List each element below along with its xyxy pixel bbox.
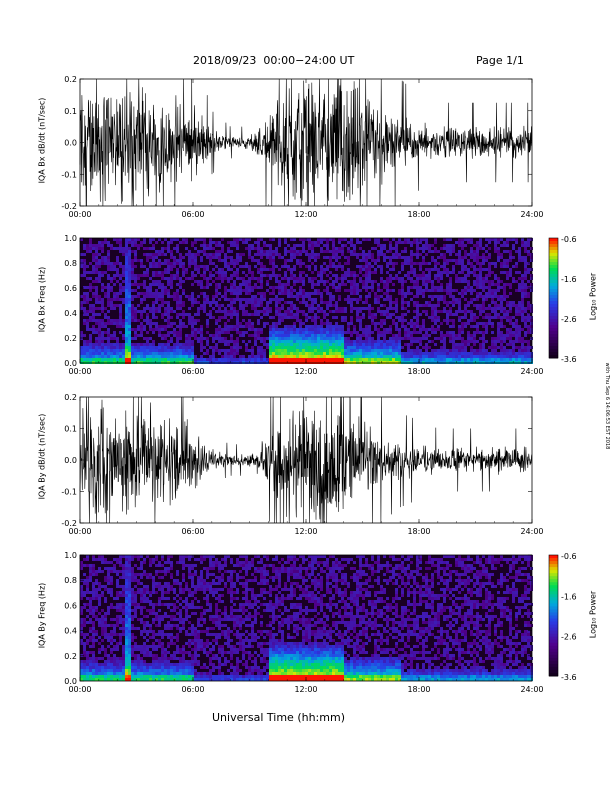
colorbar-tick-label: -2.6	[561, 633, 577, 642]
y-tick-label: 1.0	[64, 234, 77, 243]
colorbar-tick-label: -1.6	[561, 592, 577, 601]
x-tick-label: 24:00	[520, 367, 543, 376]
y-tick-label: 0.2	[64, 393, 77, 402]
panel1-ylabel: IQA Bx dB/dt (nT/sec)	[37, 97, 47, 184]
panel2-ylabel: IQA Bx Freq (Hz)	[37, 266, 47, 333]
y-tick-label: 0.0	[64, 456, 77, 465]
x-tick-label: 24:00	[520, 527, 543, 536]
y-tick-label: -0.1	[61, 488, 77, 497]
y-tick-label: 0.2	[64, 75, 77, 84]
x-tick-label: 12:00	[294, 527, 317, 536]
y-tick-label: 0.1	[64, 425, 77, 434]
x-tick-label: 06:00	[181, 210, 204, 219]
colorbar-tick-label: -0.6	[561, 235, 577, 244]
y-tick-label: 0.8	[64, 259, 77, 268]
x-tick-label: 18:00	[407, 210, 430, 219]
x-tick-label: 18:00	[407, 367, 430, 376]
time-range: 00:00−24:00 UT	[263, 54, 355, 67]
x-tick-label: 12:00	[294, 367, 317, 376]
x-tick-label: 12:00	[294, 210, 317, 219]
colorbar2-label: Log₁₀ Power	[588, 590, 598, 639]
y-tick-label: 0.1	[64, 107, 77, 116]
y-tick-label: 0.2	[64, 334, 77, 343]
date-title: 2018/09/23 00:00−24:00 UT	[193, 54, 355, 67]
x-tick-label: 06:00	[181, 685, 204, 694]
colorbar-tick-label: -2.6	[561, 315, 577, 324]
x-tick-label: 18:00	[407, 527, 430, 536]
panel3-waveform	[79, 396, 532, 524]
y-tick-label: 0.4	[64, 627, 77, 636]
y-tick-label: -0.2	[61, 202, 77, 211]
y-tick-label: 0.0	[64, 359, 77, 368]
y-tick-label: 0.0	[64, 677, 77, 686]
x-tick-label: 00:00	[68, 210, 91, 219]
y-tick-label: 1.0	[64, 551, 77, 560]
y-tick-label: -0.2	[61, 519, 77, 528]
x-tick-label: 00:00	[68, 367, 91, 376]
x-tick-label: 00:00	[68, 527, 91, 536]
panel4-ylabel: IQA By Freq (Hz)	[37, 582, 47, 649]
x-tick-label: 06:00	[181, 367, 204, 376]
x-tick-label: 06:00	[181, 527, 204, 536]
colorbar-tick-label: -0.6	[561, 552, 577, 561]
colorbar1	[549, 238, 558, 359]
y-tick-label: 0.6	[64, 601, 77, 610]
colorbar2	[549, 555, 558, 677]
colorbar-tick-label: -1.6	[561, 275, 577, 284]
side-note: with Thu Sep 6 14:06:53 EST 2018	[604, 362, 610, 450]
y-tick-label: 0.0	[64, 139, 77, 148]
colorbar-tick-label: -3.6	[561, 355, 577, 364]
panel2-heatmap	[80, 238, 533, 364]
page-indicator: Page 1/1	[476, 54, 524, 67]
x-axis-label: Universal Time (hh:mm)	[212, 711, 345, 724]
y-tick-label: 0.2	[64, 652, 77, 661]
panel4-heatmap	[80, 555, 533, 681]
panel1-waveform	[79, 78, 532, 207]
x-tick-label: 12:00	[294, 685, 317, 694]
colorbar-frame	[548, 237, 559, 359]
y-tick-label: 0.8	[64, 576, 77, 585]
x-tick-label: 00:00	[68, 685, 91, 694]
colorbar1-label: Log₁₀ Power	[588, 272, 598, 321]
y-tick-label: 0.4	[64, 309, 77, 318]
panel3-ylabel: IQA By dB/dt (nT/sec)	[37, 413, 47, 500]
x-tick-label: 24:00	[520, 210, 543, 219]
x-tick-label: 18:00	[407, 685, 430, 694]
y-tick-label: 0.6	[64, 284, 77, 293]
colorbar-frame	[548, 554, 559, 677]
y-tick-label: -0.1	[61, 170, 77, 179]
x-tick-label: 24:00	[520, 685, 543, 694]
colorbar-tick-label: -3.6	[561, 673, 577, 682]
